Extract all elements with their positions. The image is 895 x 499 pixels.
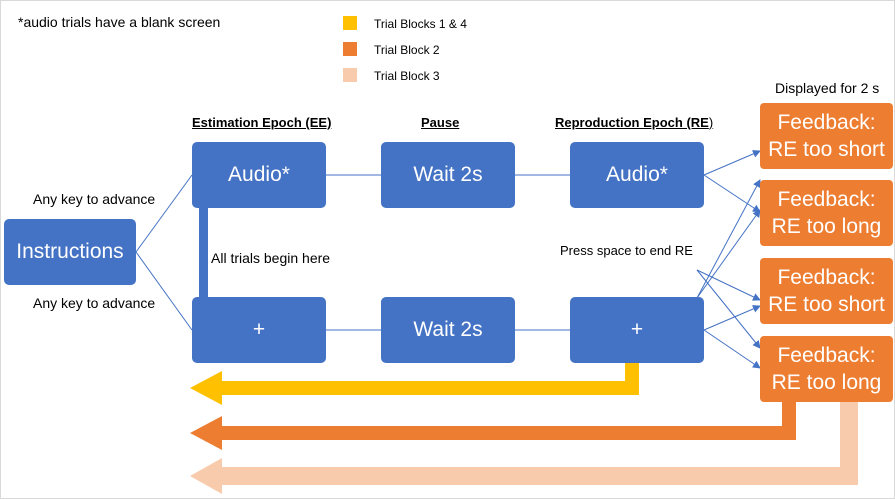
- loop-arrow-block2-shaft: [216, 400, 796, 440]
- feedback-title: Feedback:: [777, 266, 876, 289]
- ee-audio-box: Audio*: [192, 142, 326, 208]
- label-all-trials-begin: All trials begin here: [211, 250, 331, 266]
- legend-label-block3: Trial Block 3: [374, 69, 440, 83]
- arrow-audio-to-fb1: [703, 150, 761, 176]
- arrow-audio-to-fb2: [703, 174, 761, 213]
- label-press-space: Press space to end RE: [560, 243, 693, 258]
- connector-instructions-to-audio: [135, 174, 193, 253]
- loop-arrow-block1-4-shaft: [216, 362, 639, 395]
- header-estimation-epoch: Estimation Epoch (EE): [192, 115, 332, 130]
- feedback-box-too-long-2: Feedback: RE too long: [760, 336, 893, 402]
- header-displayed: Displayed for 2 s: [775, 80, 880, 96]
- re-audio-box: Audio*: [570, 142, 704, 208]
- re-fixation-cross-box: +: [570, 297, 704, 363]
- arrow-space-to-fb4: [696, 269, 761, 349]
- loop-arrow-block1-4-head: [190, 371, 222, 405]
- loop-arrow-block3-head: [190, 458, 222, 494]
- pause-wait-top-box: Wait 2s: [381, 142, 515, 208]
- feedback-message: RE too long: [771, 371, 882, 394]
- legend-swatch-block2: [343, 42, 357, 56]
- header-reproduction-text: Reproduction Epoch (RE: [555, 115, 709, 130]
- audio-note: *audio trials have a blank screen: [18, 14, 221, 30]
- label-any-key-bottom: Any key to advance: [33, 295, 156, 311]
- header-reproduction-paren: ): [708, 115, 714, 130]
- feedback-title: Feedback:: [777, 344, 876, 367]
- arrow-space-to-fb1: [696, 179, 761, 299]
- feedback-message: RE too short: [768, 293, 885, 316]
- pause-wait-bottom-box: Wait 2s: [381, 297, 515, 363]
- instructions-box: Instructions: [4, 219, 136, 285]
- header-reproduction-epoch: Reproduction Epoch (RE): [555, 115, 713, 130]
- arrow-space-to-fb3: [696, 269, 761, 301]
- loop-arrow-block2-head: [190, 416, 222, 450]
- arrow-cross-to-fb4: [703, 329, 761, 369]
- connector-instructions-to-cross: [135, 251, 193, 331]
- ee-fixation-cross-box: +: [192, 297, 326, 363]
- arrow-cross-to-fb3: [703, 305, 761, 331]
- feedback-box-too-short-2: Feedback: RE too short: [760, 258, 893, 324]
- label-any-key-top: Any key to advance: [33, 191, 156, 207]
- legend-swatch-block1-4: [343, 16, 357, 30]
- feedback-box-too-short-1: Feedback: RE too short: [760, 103, 893, 169]
- feedback-title: Feedback:: [777, 111, 876, 134]
- legend-swatch-block3: [343, 68, 357, 82]
- legend-label-block2: Trial Block 2: [374, 43, 440, 57]
- header-pause: Pause: [421, 115, 460, 130]
- feedback-title: Feedback:: [777, 188, 876, 211]
- feedback-message: RE too long: [771, 215, 882, 238]
- feedback-message: RE too short: [768, 138, 885, 161]
- loop-arrow-block3-shaft: [216, 396, 858, 485]
- legend-label-block1-4: Trial Blocks 1 & 4: [374, 17, 467, 31]
- connector-vertical-start: [199, 207, 208, 299]
- feedback-box-too-long-1: Feedback: RE too long: [760, 180, 893, 246]
